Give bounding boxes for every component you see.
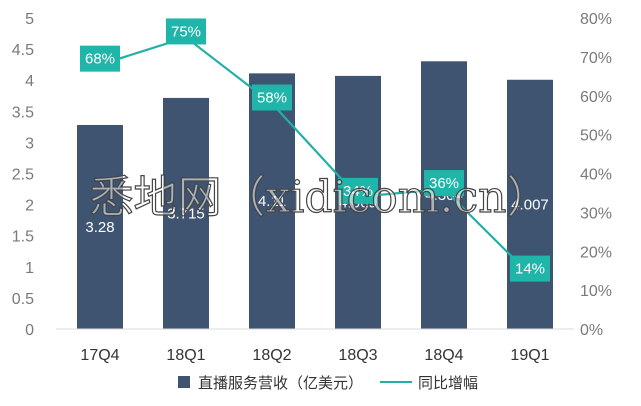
percent-label-18Q3: 34% bbox=[343, 183, 373, 200]
right-tick-label: 20% bbox=[580, 244, 612, 261]
percent-label-box-19Q1 bbox=[510, 255, 550, 282]
bar-value-label-19Q1: 4.007 bbox=[511, 196, 549, 213]
left-tick-label: 4.5 bbox=[12, 42, 34, 59]
percent-label-box-17Q4 bbox=[80, 45, 120, 72]
left-tick-label: 3 bbox=[25, 135, 34, 152]
right-tick-label: 30% bbox=[580, 205, 612, 222]
percent-label-box-18Q1 bbox=[166, 18, 206, 45]
bar-17Q4 bbox=[77, 124, 123, 329]
left-tick-label: 3.5 bbox=[12, 104, 34, 121]
right-tick-label: 60% bbox=[580, 89, 612, 106]
right-tick-label: 10% bbox=[580, 283, 612, 300]
x-tick-label-18Q4: 18Q4 bbox=[424, 347, 463, 364]
left-tick-label: 0.5 bbox=[12, 291, 34, 308]
right-tick-label: 0% bbox=[580, 322, 603, 339]
percent-label-box-18Q3 bbox=[338, 177, 378, 204]
percent-labels-group: 68% 75% 58% 34% 36% 14% bbox=[80, 18, 550, 282]
left-tick-label: 2 bbox=[25, 198, 34, 215]
left-tick-label: 0 bbox=[25, 322, 34, 339]
left-tick-label: 2.5 bbox=[12, 167, 34, 184]
x-tick-label-18Q3: 18Q3 bbox=[338, 347, 377, 364]
x-tick-label-19Q1: 19Q1 bbox=[510, 347, 549, 364]
percent-label-18Q1: 75% bbox=[171, 23, 201, 40]
percent-label-box-18Q2 bbox=[252, 84, 292, 111]
x-axis: 17Q4 18Q1 18Q2 18Q3 18Q4 19Q1 bbox=[56, 328, 574, 364]
left-tick-label: 1 bbox=[25, 260, 34, 277]
bar-18Q1 bbox=[163, 97, 209, 329]
bar-value-label-18Q2: 4.11 bbox=[258, 193, 286, 210]
x-tick-label-17Q4: 17Q4 bbox=[80, 347, 119, 364]
x-tick-label-18Q1: 18Q1 bbox=[166, 347, 205, 364]
right-axis: 0% 10% 20% 30% 40% 50% 60% 70% 80% bbox=[580, 11, 612, 339]
percent-label-17Q4: 68% bbox=[85, 51, 115, 68]
right-tick-label: 50% bbox=[580, 128, 612, 145]
right-tick-label: 70% bbox=[580, 50, 612, 67]
left-axis: 0 0.5 1 1.5 2 2.5 3 3.5 4 4.5 5 bbox=[12, 11, 34, 339]
bar-19Q1 bbox=[507, 79, 553, 329]
x-tick-label-18Q2: 18Q2 bbox=[252, 347, 291, 364]
percent-label-18Q2: 58% bbox=[257, 90, 287, 107]
legend: 直播服务营收（亿美元） 同比增幅 bbox=[178, 374, 478, 392]
left-tick-label: 4 bbox=[25, 73, 34, 90]
percent-label-18Q4: 36% bbox=[429, 175, 459, 192]
left-tick-label: 1.5 bbox=[12, 229, 34, 246]
legend-bar-swatch bbox=[178, 376, 190, 388]
bar-18Q2 bbox=[249, 73, 295, 329]
percent-label-19Q1: 14% bbox=[515, 261, 545, 278]
legend-bar-label: 直播服务营收（亿美元） bbox=[198, 374, 363, 392]
left-tick-label: 5 bbox=[25, 11, 34, 28]
right-tick-label: 80% bbox=[580, 11, 612, 28]
right-tick-label: 40% bbox=[580, 167, 612, 184]
watermark-text: 悉地网（xidicom.cn） bbox=[90, 172, 551, 223]
percent-label-box-18Q4 bbox=[424, 170, 464, 197]
bar-value-label-18Q1: 3.715 bbox=[167, 205, 205, 222]
bar-value-label-17Q4: 3.28 bbox=[85, 219, 114, 236]
legend-line-label: 同比增幅 bbox=[418, 374, 478, 392]
